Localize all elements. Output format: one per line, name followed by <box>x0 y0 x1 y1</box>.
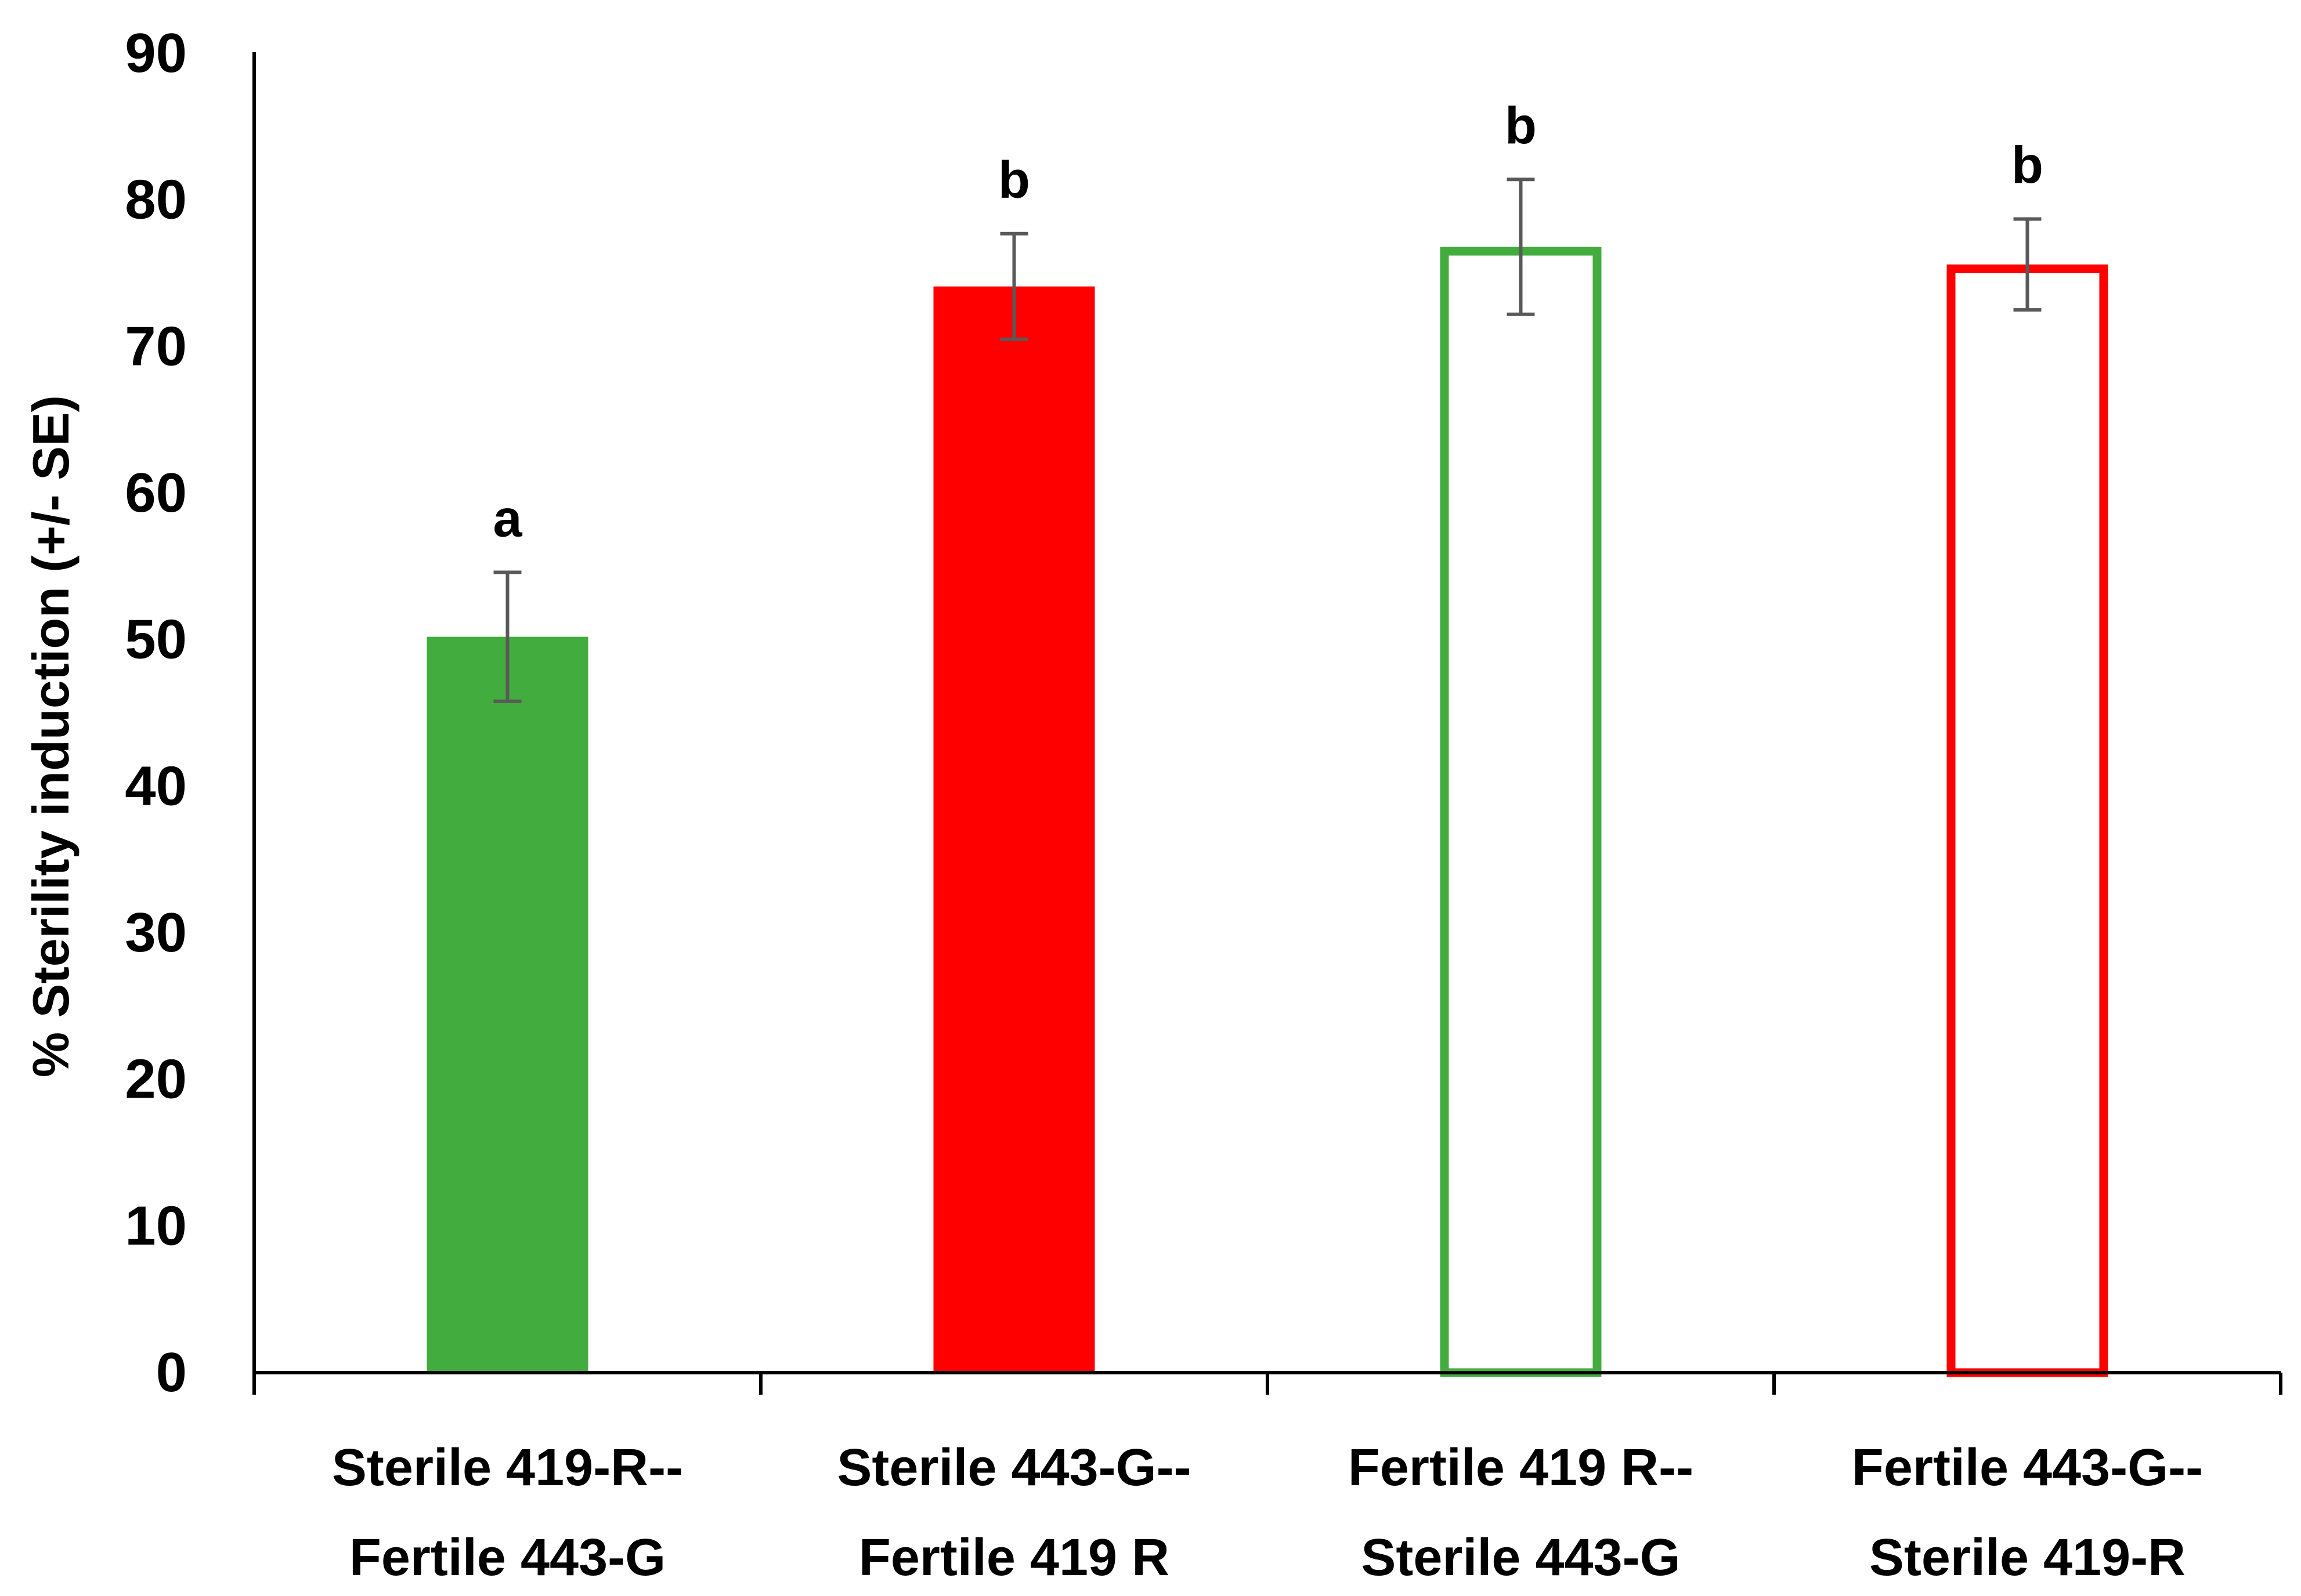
error-bars <box>493 178 2042 703</box>
y-tick-label: 70 <box>125 315 187 377</box>
x-category-label: Sterile 419-R-- <box>332 1439 683 1497</box>
axes <box>252 52 2282 1395</box>
x-category-label: Fertile 443-G-- <box>1852 1439 2203 1497</box>
y-tick-label: 30 <box>125 902 187 964</box>
y-tick-label: 40 <box>125 755 187 817</box>
bar <box>933 286 1095 1373</box>
significance-letter: b <box>998 151 1030 209</box>
x-axis-category-labels: Sterile 419-R-- Fertile 443-G Sterile 443-… <box>332 1439 2203 1587</box>
error-bar <box>2013 217 2042 312</box>
y-tick-label: 10 <box>125 1195 187 1257</box>
error-bar <box>493 570 522 703</box>
x-category-label: Fertile 419 R <box>859 1529 1169 1587</box>
error-bar <box>1507 178 1535 316</box>
significance-letters: a b b b <box>493 97 2043 548</box>
y-tick-label: 0 <box>156 1341 187 1403</box>
significance-letter: a <box>493 490 522 548</box>
y-tick-label: 60 <box>125 462 187 524</box>
x-category-label: Sterile 443-G <box>1361 1529 1680 1587</box>
y-tick-label: 20 <box>125 1048 187 1110</box>
error-bar <box>1000 231 1028 341</box>
x-category-label: Sterile 419-R <box>1869 1529 2186 1587</box>
x-category-label: Fertile 443-G <box>349 1529 666 1587</box>
x-category-label: Fertile 419 R-- <box>1348 1439 1693 1497</box>
significance-letter: b <box>1505 97 1537 155</box>
y-axis-title: % Sterility induction (+/- SE) <box>22 395 80 1077</box>
significance-letter: b <box>2011 137 2043 195</box>
y-axis-title-group: % Sterility induction (+/- SE) <box>22 395 80 1077</box>
y-tick-label: 80 <box>125 169 187 231</box>
y-tick-label: 50 <box>125 609 187 671</box>
bar <box>1946 264 2108 1377</box>
x-category-label: Sterile 443-G-- <box>837 1439 1191 1497</box>
bar <box>1440 247 1602 1377</box>
bars <box>427 247 2108 1377</box>
y-tick-label: 90 <box>125 22 187 84</box>
y-axis-ticks: 0 10 20 30 40 50 60 70 80 90 <box>125 22 187 1403</box>
bar <box>427 636 588 1373</box>
